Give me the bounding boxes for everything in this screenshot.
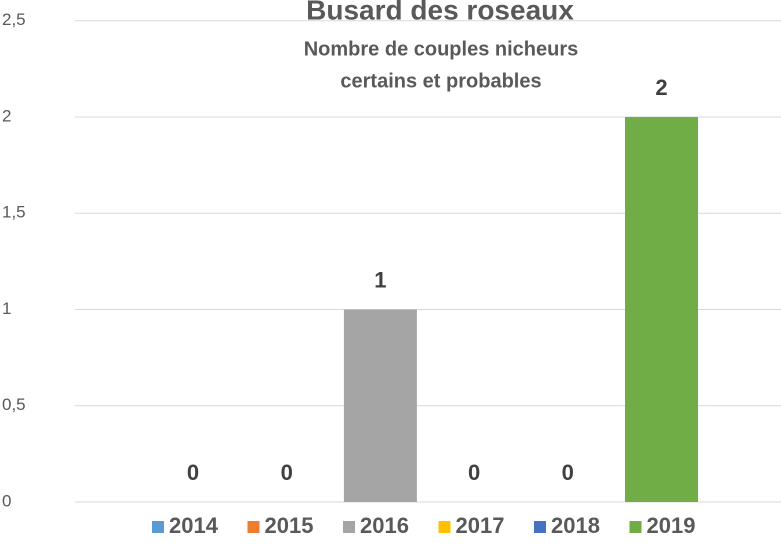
- data-label: 0: [562, 460, 574, 485]
- data-label: 0: [187, 460, 199, 485]
- y-tick-label: 1: [2, 299, 11, 318]
- y-tick-label: 2: [2, 106, 11, 125]
- y-tick-label: 1,5: [2, 203, 26, 222]
- y-tick-label: 0: [2, 491, 11, 510]
- data-label: 1: [374, 267, 386, 292]
- legend-label: 2018: [551, 513, 600, 538]
- legend-label: 2016: [360, 513, 409, 538]
- legend-swatch: [534, 521, 546, 533]
- chart-subtitle: certains et probables: [340, 70, 541, 92]
- data-label: 0: [468, 460, 480, 485]
- legend-swatch: [629, 521, 642, 533]
- data-label: 0: [281, 460, 293, 485]
- legend-label: 2014: [169, 513, 219, 538]
- chart-title: Busard des roseaux: [306, 0, 574, 25]
- legend-swatch: [247, 521, 260, 533]
- chart-subtitle: Nombre de couples nicheurs: [304, 38, 579, 60]
- legend-label: 2017: [456, 513, 505, 538]
- legend-label: 2015: [265, 513, 314, 538]
- legend-swatch: [343, 521, 355, 533]
- y-tick-label: 0,5: [2, 395, 26, 414]
- legend-label: 2019: [647, 513, 696, 538]
- data-label: 2: [655, 75, 667, 100]
- bar: [625, 117, 698, 502]
- y-tick-label: 2,5: [2, 10, 26, 29]
- legend-swatch: [438, 521, 451, 533]
- legend-swatch: [152, 521, 164, 533]
- bar: [343, 309, 417, 502]
